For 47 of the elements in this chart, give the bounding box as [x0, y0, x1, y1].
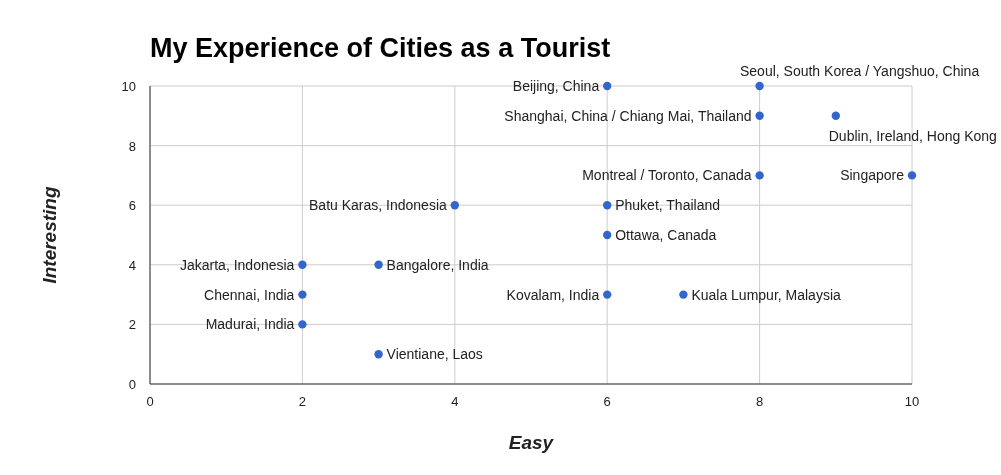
x-axis-title: Easy: [508, 432, 555, 453]
annotation: Chennai, India: [204, 286, 295, 303]
x-tick-label: 4: [451, 394, 459, 409]
point: [603, 81, 612, 91]
annotation: Phuket, Thailand: [615, 197, 721, 214]
annotation: Jakarta, Indonesia: [179, 256, 295, 273]
point: [298, 320, 307, 329]
annotation: Seoul, South Korea / Yangshuo, China: [739, 63, 980, 79]
y-tick-label: 10: [121, 79, 136, 94]
annotation: Montreal / Toronto, Canada: [582, 167, 752, 184]
point: [603, 290, 612, 299]
annotation: Batu Karas, Indonesia: [309, 197, 448, 214]
annotation: Bangalore, India: [386, 256, 489, 273]
chart-title: My Experience of Cities as a Tourist: [150, 33, 611, 63]
annotation: Ottawa, Canada: [615, 227, 717, 243]
point: [603, 230, 612, 240]
point: [831, 111, 840, 120]
annotation: Kovalam, India: [506, 286, 600, 303]
point: [374, 350, 383, 359]
x-tick-label: 6: [603, 394, 611, 409]
y-axis-title: Interesting: [39, 186, 60, 284]
annotation: Shanghai, China / Chiang Mai, Thailand: [504, 107, 752, 124]
point: [603, 201, 612, 210]
y-tick-label: 4: [128, 257, 136, 273]
y-tick-label: 2: [128, 317, 136, 333]
annotation: Madurai, India: [205, 316, 295, 333]
annotation: Singapore: [840, 167, 905, 184]
y-tick-label: 8: [128, 138, 136, 154]
point: [755, 171, 764, 180]
point: [679, 290, 688, 299]
x-tick-label: 0: [146, 394, 154, 409]
annotation: Beijing, China: [512, 78, 600, 94]
x-tick-label: 10: [904, 394, 920, 409]
x-tick-label: 2: [298, 394, 307, 409]
point: [755, 81, 764, 91]
y-tick-label: 6: [128, 198, 136, 214]
point: [298, 260, 307, 269]
y-tick-label: 0: [128, 377, 136, 392]
annotation: Dublin, Ireland, Hong Kong: [828, 127, 997, 144]
x-tick-label: 8: [755, 394, 764, 409]
point: [450, 201, 459, 210]
annotation: Kuala Lumpur, Malaysia: [691, 286, 842, 303]
point: [755, 111, 764, 120]
point: [298, 290, 307, 299]
point: [907, 171, 917, 180]
annotation: Vientiane, Laos: [386, 346, 483, 363]
point: [374, 260, 383, 269]
